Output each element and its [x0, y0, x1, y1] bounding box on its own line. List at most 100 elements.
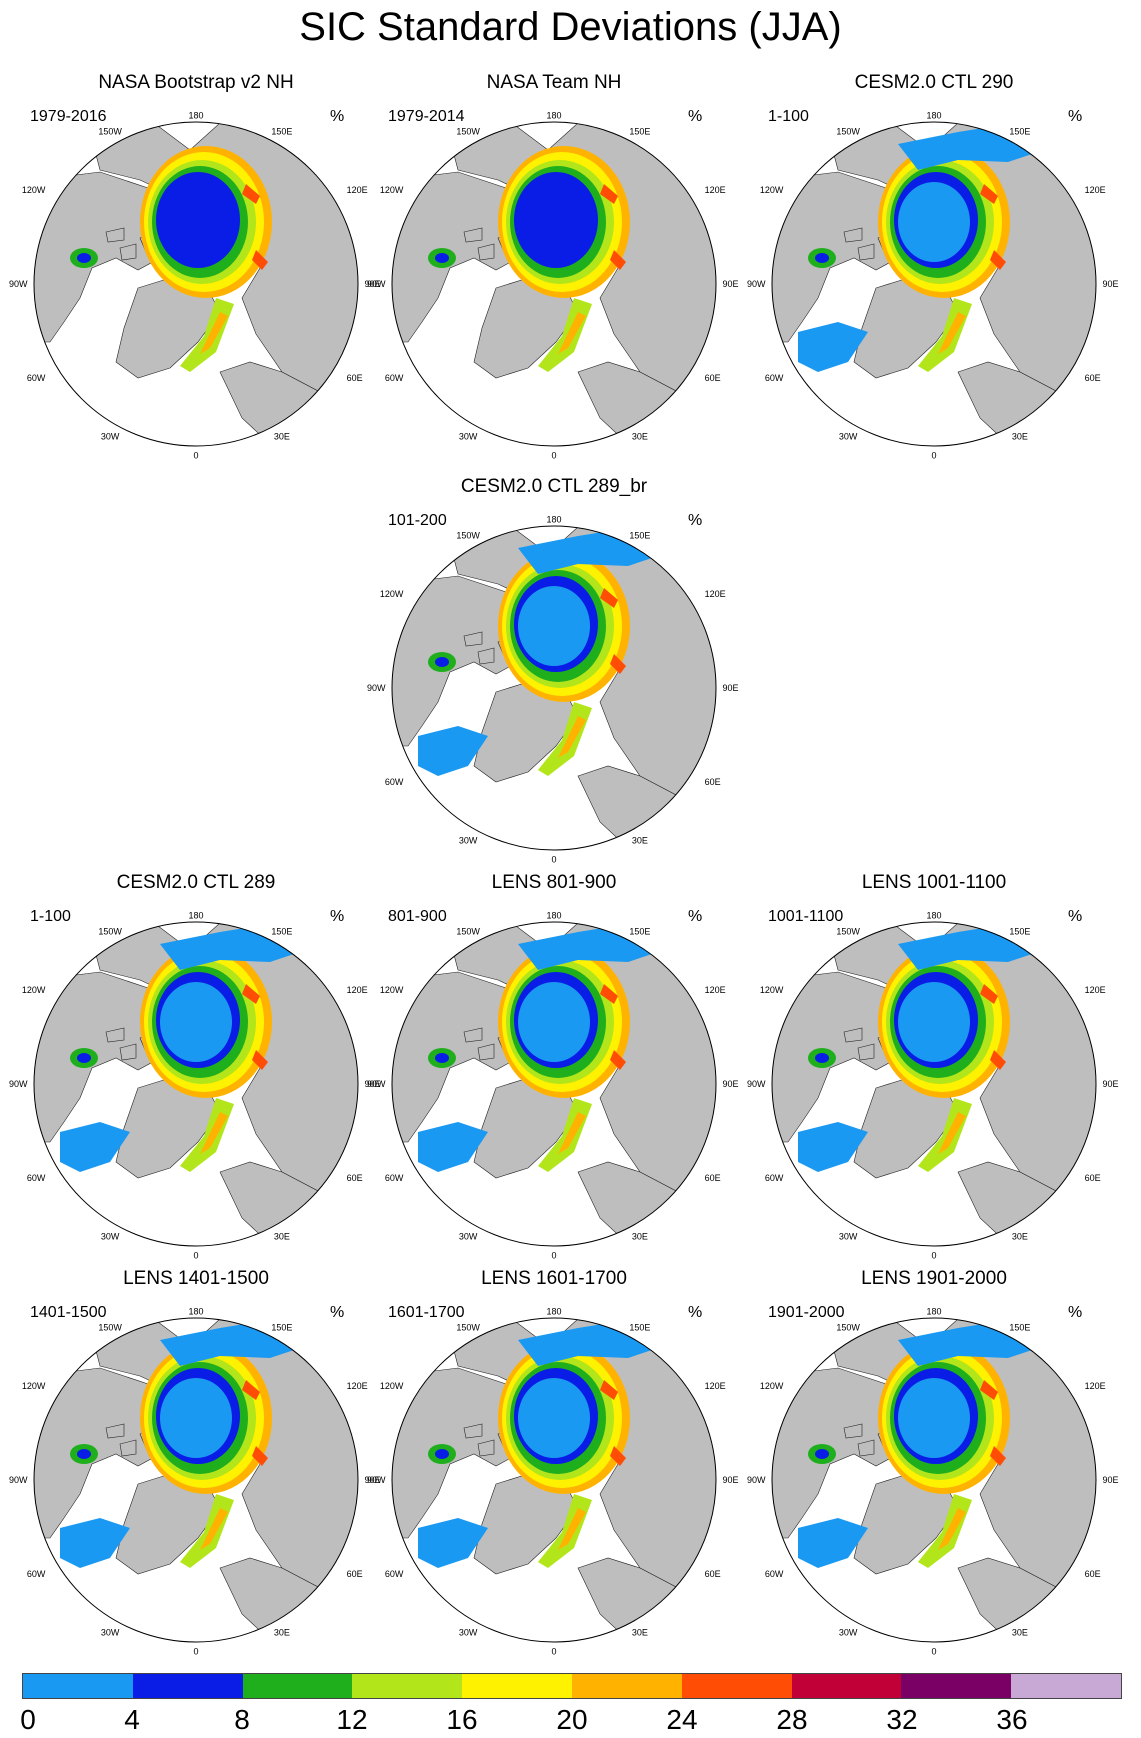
- ice-hotspot: [990, 1446, 1006, 1466]
- colorbar-label: 28: [776, 1704, 808, 1735]
- land-mass: [857, 1439, 875, 1457]
- longitude-label: 120E: [347, 985, 368, 995]
- longitude-label: 90E: [364, 1475, 380, 1485]
- ice-hotspot: [242, 1380, 260, 1400]
- map-boundary: [391, 921, 717, 1247]
- hudson-bay-core: [77, 253, 91, 263]
- panel-unit: %: [688, 908, 703, 925]
- polar-map: 180 150W 150E 120W 120E 90W 90E 60W 60E 30W 30E 0: [747, 911, 1118, 1261]
- panel-title: CESM2.0 CTL 289: [116, 872, 276, 893]
- ice-hotspot: [610, 1446, 626, 1466]
- longitude-label: 150E: [271, 927, 292, 937]
- hudson-bay-core: [435, 657, 449, 667]
- longitude-label: 0: [193, 451, 198, 461]
- longitude-label: 0: [193, 1647, 198, 1657]
- greenland-east-hotspot: [558, 312, 586, 354]
- greenland-east-hotspot: [558, 1112, 586, 1154]
- hudson-bay-core: [77, 1449, 91, 1459]
- polar-map: 180 150W 150E 120W 120E 90W 90E 60W 60E 30W 30E 0: [9, 111, 380, 461]
- colorbar-segment: [901, 1674, 1012, 1698]
- longitude-label: 90W: [747, 1079, 766, 1089]
- longitude-label: 90E: [364, 1079, 380, 1089]
- greenland-east-hotspot: [938, 1112, 966, 1154]
- labrador-ice: [418, 1122, 488, 1172]
- longitude-label: 120W: [22, 185, 46, 195]
- map-panel: 180 150W 150E 120W 120E 90W 90E 60W 60E 30W 30E 0 LE…: [747, 1268, 1118, 1668]
- hudson-bay-core: [435, 253, 449, 263]
- longitude-label: 60E: [1085, 373, 1101, 383]
- greenland-east-hotspot: [938, 1508, 966, 1550]
- longitude-label: 30E: [1012, 431, 1028, 441]
- longitude-label: 150E: [629, 127, 650, 137]
- panel-unit: %: [1068, 908, 1083, 925]
- longitude-label: 180: [546, 1307, 561, 1317]
- map-panel: 180 150W 150E 120W 120E 90W 90E 60W 60E 30W 30E 0 NA…: [9, 72, 380, 472]
- longitude-label: 0: [551, 1647, 556, 1657]
- longitude-label: 60E: [347, 373, 363, 383]
- ice-core: [518, 982, 590, 1062]
- longitude-label: 60W: [765, 1173, 784, 1183]
- ice-hotspot: [610, 1050, 626, 1070]
- longitude-label: 150E: [629, 531, 650, 541]
- map-panel: 180 150W 150E 120W 120E 90W 90E 60W 60E 30W 30E 0 LE…: [367, 1268, 738, 1668]
- land-mass: [477, 647, 495, 665]
- colorbar-label: 8: [234, 1704, 250, 1735]
- longitude-label: 150W: [836, 1323, 860, 1333]
- panel-title: CESM2.0 CTL 290: [854, 72, 1014, 93]
- panel-years: 1-100: [768, 108, 809, 125]
- ice-hotspot: [600, 984, 618, 1004]
- longitude-label: 60E: [1085, 1173, 1101, 1183]
- map-boundary: [771, 1317, 1097, 1643]
- longitude-label: 30E: [1012, 1627, 1028, 1637]
- longitude-label: 30W: [459, 835, 478, 845]
- longitude-label: 90W: [367, 683, 386, 693]
- longitude-label: 30W: [101, 431, 120, 441]
- colorbar-segment: [571, 1674, 682, 1698]
- greenland-east-hotspot: [938, 312, 966, 354]
- colorbar-segment: [352, 1674, 463, 1698]
- longitude-label: 180: [546, 911, 561, 921]
- longitude-label: 30E: [1012, 1231, 1028, 1241]
- longitude-label: 180: [188, 1307, 203, 1317]
- longitude-label: 60W: [27, 1569, 46, 1579]
- longitude-label: 30W: [839, 1627, 858, 1637]
- ice-core: [898, 982, 970, 1062]
- longitude-label: 150W: [98, 1323, 122, 1333]
- longitude-label: 120W: [380, 185, 404, 195]
- longitude-label: 90W: [9, 1475, 28, 1485]
- panel-years: 1401-1500: [30, 1304, 107, 1321]
- longitude-label: 60E: [705, 1173, 721, 1183]
- labrador-ice: [798, 1518, 868, 1568]
- longitude-label: 150W: [456, 1323, 480, 1333]
- longitude-label: 150E: [1009, 927, 1030, 937]
- panel-unit: %: [688, 108, 703, 125]
- labrador-ice: [418, 1518, 488, 1568]
- panel-title: NASA Bootstrap v2 NH: [98, 72, 294, 93]
- longitude-label: 90E: [364, 279, 380, 289]
- longitude-label: 180: [188, 911, 203, 921]
- longitude-label: 180: [926, 111, 941, 121]
- map-boundary: [33, 921, 359, 1247]
- panel-title: CESM2.0 CTL 289_br: [460, 476, 648, 497]
- longitude-label: 120E: [705, 185, 726, 195]
- panel-years: 1001-1100: [768, 908, 844, 925]
- land-mass: [843, 1423, 863, 1439]
- colorbar-segment: [242, 1674, 353, 1698]
- ice-core: [160, 182, 232, 262]
- map-panel: 180 150W 150E 120W 120E 90W 90E 60W 60E 30W 30E 0 CE…: [9, 872, 380, 1272]
- ice-hotspot: [980, 984, 998, 1004]
- polar-map: 180 150W 150E 120W 120E 90W 90E 60W 60E 30W 30E 0: [747, 111, 1118, 461]
- longitude-label: 120W: [760, 985, 784, 995]
- longitude-label: 120E: [347, 1381, 368, 1391]
- colorbar: [22, 1673, 1122, 1699]
- longitude-label: 150W: [836, 927, 860, 937]
- land-mass: [843, 227, 863, 243]
- colorbar-labels: 0 4 8 12 16 20 24 28 32 36: [0, 1704, 1141, 1738]
- map-panel: 180 150W 150E 120W 120E 90W 90E 60W 60E 30W 30E 0 LE…: [367, 872, 738, 1272]
- longitude-label: 150E: [629, 927, 650, 937]
- longitude-label: 0: [193, 1251, 198, 1261]
- longitude-label: 30E: [274, 1627, 290, 1637]
- ice-hotspot: [252, 1050, 268, 1070]
- colorbar-label: 36: [996, 1704, 1028, 1735]
- longitude-label: 30W: [839, 431, 858, 441]
